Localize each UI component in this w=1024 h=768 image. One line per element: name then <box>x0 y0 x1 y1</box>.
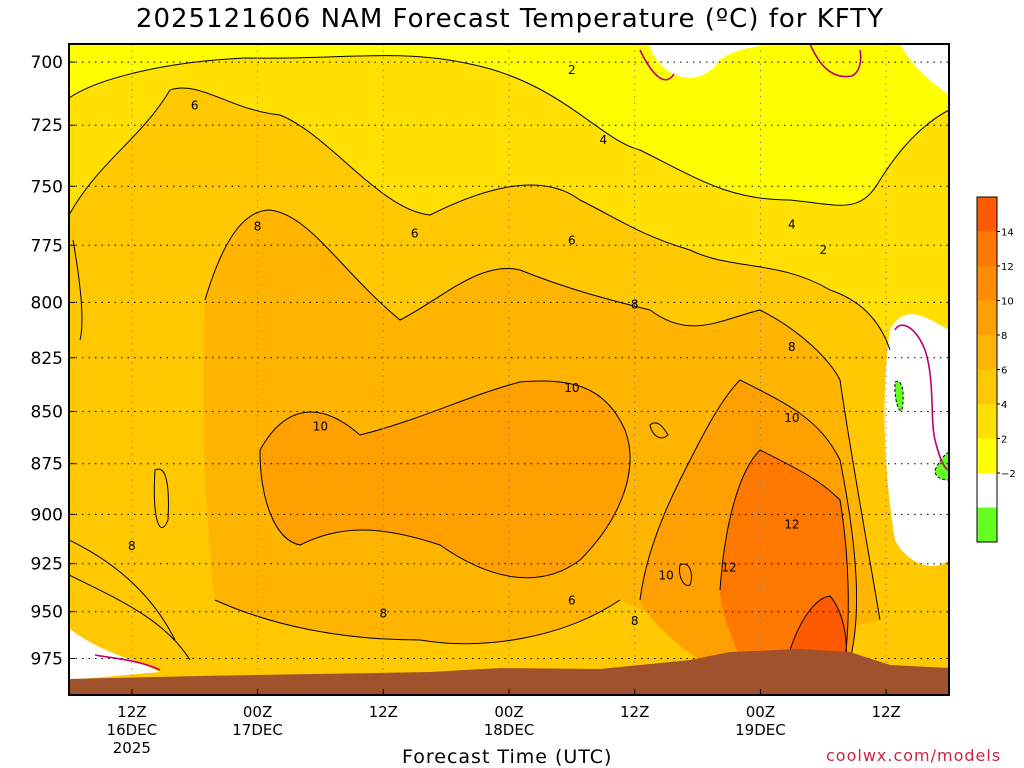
contour-label: 10 <box>313 419 328 433</box>
colorbar-swatch <box>977 197 997 232</box>
colorbar-tick-label: 10 <box>1001 297 1014 308</box>
colorbar-tick-label: 8 <box>1001 331 1007 342</box>
contour-label: 4 <box>599 133 607 147</box>
contour-label: 8 <box>631 298 639 312</box>
colorbar-swatch <box>977 473 997 508</box>
colorbar-tick-label: −2 <box>1001 469 1016 480</box>
colorbar-swatch <box>977 266 997 301</box>
y-tick-label: 850 <box>31 403 63 423</box>
site-credit: coolwx.com/models <box>826 746 1002 765</box>
terrain <box>69 649 949 695</box>
contour-label: 6 <box>411 227 419 241</box>
contour-labels: 2 6 4 8 6 6 4 2 8 8 10 10 10 12 8 12 10 6 8 8 <box>128 63 827 628</box>
y-tick-label: 775 <box>31 236 63 256</box>
y-tick-label: 900 <box>31 505 63 525</box>
zero-isotherm <box>94 44 949 671</box>
contour-label: 2 <box>568 63 576 77</box>
contour-label: 6 <box>568 234 576 248</box>
contour-label: 8 <box>788 340 796 354</box>
colorbar-tick-label: 6 <box>1001 366 1007 377</box>
colorbar-tick-label: 4 <box>1001 400 1007 411</box>
colorbar-swatch <box>977 300 997 336</box>
contour-label: 4 <box>788 217 796 231</box>
y-tick-label: 950 <box>31 603 63 623</box>
colorbar-tick-label: 12 <box>1001 262 1014 273</box>
x-tick-label: 12Z <box>620 703 649 721</box>
band-below-2-top <box>649 44 949 95</box>
colorbar-swatch <box>977 335 997 370</box>
y-tick-label: 750 <box>31 177 63 197</box>
y-tick-label: 825 <box>31 349 63 369</box>
contour-label: 2 <box>819 243 827 257</box>
x-tick-label: 00Z <box>243 703 272 721</box>
band-below-2 <box>884 314 949 567</box>
x-tick-label: 17DEC <box>232 721 283 739</box>
contour-label: 8 <box>631 614 639 628</box>
y-tick-label: 800 <box>31 293 63 313</box>
colorbar: 14 12 10 8 6 4 2 −2 <box>976 196 1016 543</box>
colorbar-swatch <box>977 438 997 474</box>
y-tick-label: 975 <box>31 649 63 669</box>
contour-label: 12 <box>784 517 799 531</box>
contour-label: 10 <box>659 568 674 582</box>
y-tick-label: 725 <box>31 116 63 136</box>
x-tick-label: 16DEC <box>107 721 158 739</box>
colorbar-tick-label: 14 <box>1001 228 1014 239</box>
contour-label: 6 <box>568 593 576 607</box>
y-tick-label: 875 <box>31 455 63 475</box>
contour-lines <box>69 55 949 661</box>
contour-label: 10 <box>564 381 579 395</box>
y-axis: 700 725 750 775 800 825 850 875 900 925 950 975 <box>31 53 75 669</box>
contour-label: 8 <box>379 607 387 621</box>
contour-label: 8 <box>128 539 136 553</box>
band-14-plus <box>790 596 847 660</box>
x-tick-label: 12Z <box>369 703 398 721</box>
contour-label: 12 <box>721 561 736 575</box>
chart-title: 2025121606 NAM Forecast Temperature (ºC)… <box>135 4 885 34</box>
x-axis-title: Forecast Time (UTC) <box>402 746 613 768</box>
x-tick-label: 18DEC <box>484 721 535 739</box>
gridlines <box>69 44 949 695</box>
y-tick-label: 925 <box>31 555 63 575</box>
x-tick-label: 00Z <box>494 703 523 721</box>
contour-label: 10 <box>784 411 799 425</box>
colorbar-swatch <box>977 404 997 439</box>
colorbar-swatch <box>977 369 997 405</box>
x-tick-label: 12Z <box>871 703 900 721</box>
x-tick-label: 00Z <box>746 703 775 721</box>
x-tick-label: 19DEC <box>735 721 786 739</box>
contour-label: 8 <box>254 220 262 234</box>
band-below-2-sw <box>69 628 160 680</box>
y-tick-label: 700 <box>31 53 63 73</box>
contour-label: 6 <box>191 98 199 112</box>
band-10-12 <box>260 381 630 578</box>
x-tick-label: 12Z <box>117 703 146 721</box>
x-tick-label: 2025 <box>113 739 151 757</box>
colorbar-tick-label: 2 <box>1001 435 1007 446</box>
colorbar-swatch <box>977 231 997 267</box>
colorbar-swatch <box>977 507 997 543</box>
